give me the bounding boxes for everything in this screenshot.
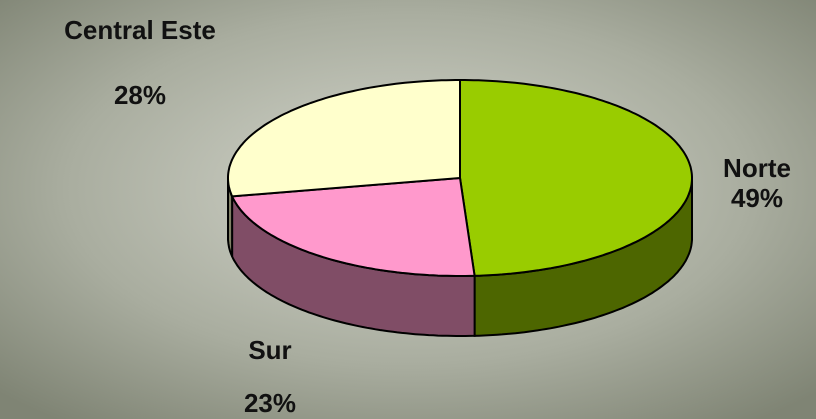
value-label: 49% — [731, 183, 783, 213]
category-label: Sur — [248, 335, 291, 365]
value-label: 28% — [114, 80, 166, 110]
category-label: Norte — [723, 153, 791, 183]
pie — [227, 79, 693, 337]
slice — [231, 177, 476, 277]
category-label: Central Este — [64, 15, 216, 45]
value-label: 23% — [244, 388, 296, 418]
slice — [227, 79, 461, 198]
slice — [459, 79, 693, 277]
